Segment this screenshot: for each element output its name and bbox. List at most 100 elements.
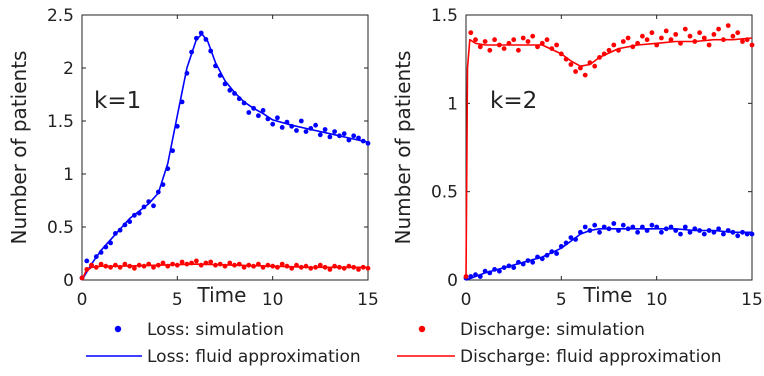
panel-1-point-discharge-simulation — [298, 264, 304, 270]
panel-2-point-discharge-simulation — [582, 72, 588, 78]
panel-1-point-discharge-simulation — [136, 262, 142, 268]
panel-1-point-loss-simulation — [93, 254, 99, 260]
panel-1-k-annotation: k=1 — [94, 88, 141, 114]
panel-2-point-loss-simulation — [678, 231, 683, 237]
panel-1-point-loss-simulation — [108, 240, 113, 246]
legend-label-discharge-fluid: Discharge: fluid approximation — [460, 347, 722, 367]
panel-1-point-loss-simulation — [198, 30, 204, 36]
panel-2-point-loss-simulation — [692, 226, 698, 232]
panel-1-point-loss-simulation — [222, 81, 228, 87]
panel-1-point-loss-simulation — [327, 134, 333, 140]
panel-1-point-discharge-simulation — [322, 264, 328, 270]
panel-2-point-loss-simulation — [673, 228, 679, 233]
panel-2-point-loss-simulation — [649, 222, 655, 228]
panel-1-point-loss-simulation — [289, 123, 295, 129]
panel-2-point-loss-simulation — [635, 229, 640, 235]
panel-2-y-tick-label: 1.5 — [431, 6, 458, 26]
panel-1-point-discharge-simulation — [260, 264, 266, 270]
panel-2-point-discharge-simulation — [578, 65, 583, 71]
panel-1-point-loss-simulation — [232, 91, 237, 96]
panel-1-point-loss-simulation — [194, 35, 199, 41]
panel-2-y-tick-label: 1 — [447, 94, 458, 114]
panel-1-point-loss-simulation — [251, 105, 256, 111]
panel-1-point-discharge-simulation — [360, 264, 366, 270]
panel-1-point-loss-simulation — [365, 140, 371, 146]
panel-1-point-discharge-simulation — [251, 263, 256, 269]
panel-2-point-loss-simulation — [477, 274, 483, 279]
panel-1-point-discharge-simulation — [227, 260, 233, 266]
panel-1-y-axis-label: Number of patients — [7, 51, 31, 245]
panel-2-k-annotation: k=2 — [490, 88, 537, 114]
panel-1-point-loss-simulation — [189, 49, 195, 55]
panel-1-point-loss-simulation — [122, 222, 128, 228]
panel-2-point-discharge-simulation — [468, 30, 474, 36]
panel-2-x-tick-label: 5 — [556, 290, 567, 310]
panel-2-point-loss-simulation — [744, 231, 750, 237]
legend-marker-loss-simulation — [114, 325, 122, 333]
panel-1-point-discharge-simulation — [332, 263, 337, 269]
panel-1-point-loss-simulation — [284, 119, 290, 125]
panel-1-x-tick-label: 15 — [357, 290, 379, 310]
panel-1-point-discharge-simulation — [170, 261, 176, 267]
panel-1-point-discharge-simulation — [270, 263, 276, 269]
panel-2-point-discharge-simulation — [473, 37, 478, 43]
panel-2-point-discharge-simulation — [544, 37, 550, 43]
panel-1-x-axis-label: Time — [197, 283, 247, 307]
panel-1-point-discharge-simulation — [84, 267, 90, 272]
panel-2-point-discharge-simulation — [497, 42, 502, 48]
panel-2-point-discharge-simulation — [663, 28, 669, 34]
panel-2-point-loss-simulation — [625, 226, 631, 232]
panel-2-point-discharge-simulation — [573, 69, 578, 74]
panel-2-point-discharge-simulation — [682, 26, 688, 32]
panel-2-point-loss-simulation — [525, 258, 531, 263]
panel-1-point-discharge-simulation — [194, 258, 199, 264]
panel-1-point-loss-simulation — [174, 123, 180, 129]
panel-2-point-loss-simulation — [730, 229, 736, 235]
panel-1-point-loss-simulation — [98, 250, 104, 255]
panel-2-point-loss-simulation — [597, 229, 602, 235]
panel-2-x-axis-label: Time — [583, 283, 633, 307]
panel-1-point-loss-simulation — [236, 96, 242, 102]
panel-1-point-discharge-simulation — [313, 264, 318, 270]
panel-1-point-discharge-simulation — [93, 264, 99, 270]
panel-2-point-loss-simulation — [687, 229, 693, 235]
panel-2-axes-box — [465, 14, 753, 281]
panel-1-point-discharge-simulation — [174, 262, 180, 268]
panel-2-point-discharge-simulation — [511, 37, 517, 43]
panel-1-y-tick-label: 2 — [63, 59, 74, 79]
panel-1-point-discharge-simulation — [108, 264, 113, 270]
panel-1-point-loss-simulation — [117, 227, 123, 233]
panel-2-point-discharge-simulation — [487, 47, 493, 53]
panel-2-series-loss-fluid-approximation — [465, 228, 752, 281]
panel-1-point-loss-simulation — [179, 99, 185, 105]
panel-1-point-loss-simulation — [313, 122, 318, 128]
panel-1-point-loss-simulation — [160, 182, 166, 188]
panel-2-point-discharge-simulation — [492, 37, 497, 43]
panel-1-point-loss-simulation — [275, 115, 280, 121]
panel-2-point-discharge-simulation — [744, 37, 750, 43]
panel-2-point-discharge-simulation — [678, 40, 683, 46]
panel-1-point-loss-simulation — [360, 138, 366, 144]
panel-1-point-loss-simulation — [241, 100, 247, 106]
panel-2-y-tick-label: 0 — [447, 271, 458, 291]
panel-1-point-discharge-simulation — [213, 262, 218, 268]
panel-2-point-loss-simulation — [735, 233, 741, 239]
panel-1-point-loss-simulation — [184, 70, 190, 76]
panel-2-point-loss-simulation — [697, 228, 702, 233]
panel-1-point-loss-simulation — [346, 137, 352, 143]
panel-2-point-discharge-simulation — [616, 47, 621, 53]
panel-1-point-discharge-simulation — [89, 262, 94, 268]
panel-2-point-loss-simulation — [468, 274, 474, 279]
panel-2-point-loss-simulation — [492, 267, 497, 272]
panel-1-point-discharge-simulation — [303, 263, 309, 269]
panel-1-point-discharge-simulation — [341, 265, 347, 271]
panel-1-point-discharge-simulation — [356, 267, 361, 272]
panel-2-point-discharge-simulation — [687, 33, 693, 39]
panel-1-point-loss-simulation — [303, 129, 309, 135]
panel-1-point-discharge-simulation — [275, 264, 280, 270]
panel-1-point-loss-simulation — [227, 87, 233, 93]
panel-2-point-loss-simulation — [568, 235, 574, 241]
legend: Loss: simulation Discharge: simulation L… — [86, 320, 722, 367]
panel-2-point-discharge-simulation — [477, 44, 483, 50]
panel-2-point-discharge-simulation — [463, 274, 469, 279]
